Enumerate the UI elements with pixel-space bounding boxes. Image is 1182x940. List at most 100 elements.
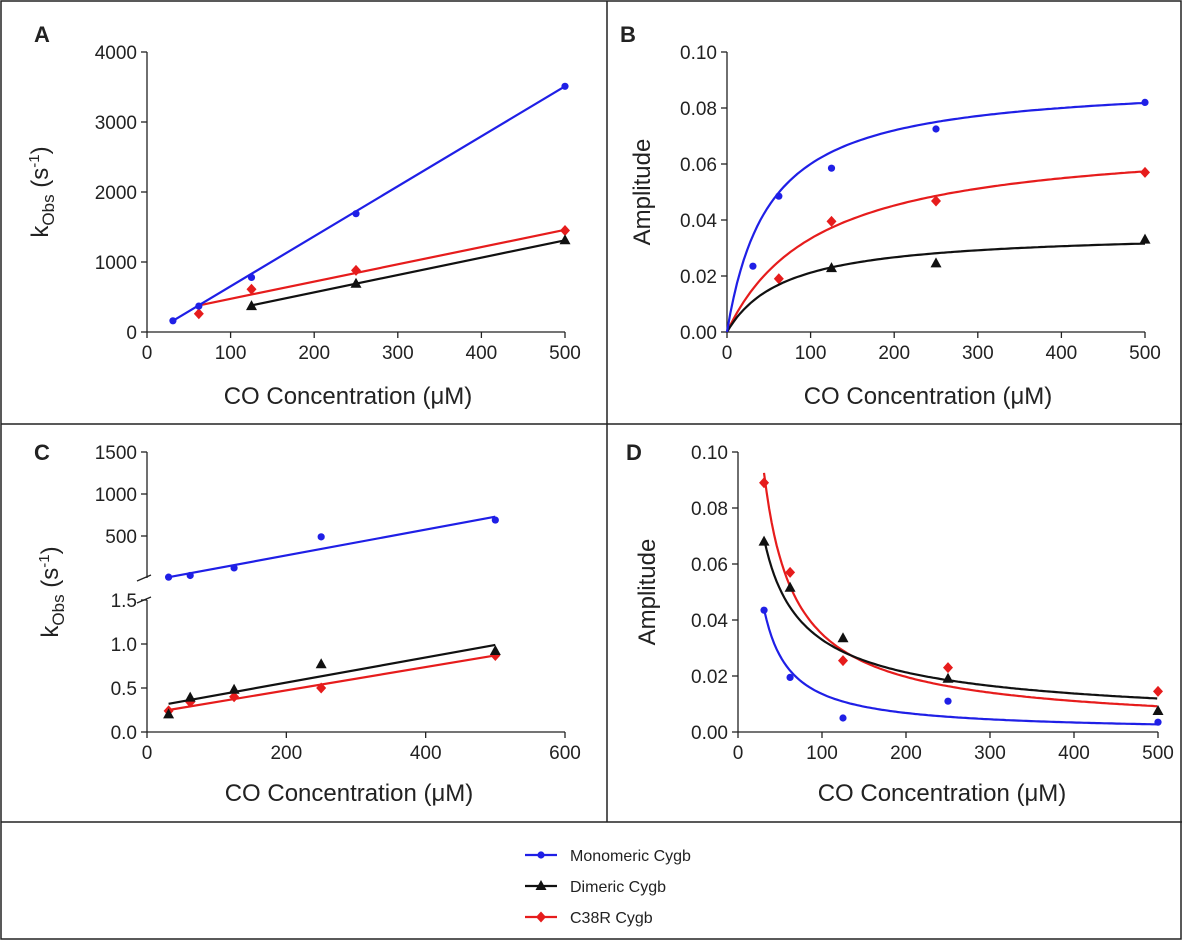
data-point: [195, 302, 203, 310]
data-point: [932, 125, 940, 133]
data-point: [246, 283, 257, 295]
y-tick-label: 0.5: [111, 679, 137, 700]
data-point: [315, 658, 327, 669]
data-point: [229, 691, 240, 703]
fit-line: [762, 538, 1158, 700]
fit-line: [762, 608, 1158, 726]
data-point: [186, 571, 194, 580]
data-point: [193, 308, 204, 320]
y-tick-label: 3000: [95, 113, 137, 134]
fit-line: [725, 101, 1146, 333]
data-point: [491, 516, 499, 524]
data-point: [184, 691, 196, 702]
data-point: [785, 566, 796, 578]
fit-line: [762, 472, 1158, 708]
panel-c: C 0 200 400 600 0.0 0.5 1.0 1.5 500 1000 1500 CO Con…: [34, 440, 581, 807]
data-point: [316, 682, 327, 694]
data-point: [786, 673, 794, 682]
series-dimeric-cygb: [758, 535, 1164, 715]
fit-line: [198, 228, 566, 307]
y-tick-label: 0.06: [691, 555, 728, 576]
x-tick-label: 0: [722, 343, 733, 364]
legend: Monomeric Cygb Dimeric Cygb C38R Cygb: [525, 848, 691, 927]
data-point: [839, 714, 847, 722]
panel-label: A: [34, 22, 50, 47]
series-dimeric-cygb: [246, 234, 571, 311]
y-tick-label: 0.04: [680, 211, 717, 232]
data-point: [826, 262, 837, 273]
data-point: [943, 662, 953, 674]
data-point: [230, 564, 238, 572]
data-point: [775, 192, 783, 200]
x-tick-label: 0: [142, 743, 153, 764]
panel-label: B: [620, 22, 636, 47]
fit-line: [251, 239, 566, 307]
y-tick-label: 1000: [95, 485, 137, 506]
y-tick-label: 0.10: [680, 43, 717, 64]
x-tick-label: 400: [1046, 343, 1078, 364]
data-point: [1153, 685, 1163, 697]
x-tick-label: 500: [1142, 743, 1174, 764]
series-monomeric-cygb: [760, 606, 1162, 726]
data-point: [827, 164, 836, 172]
data-point: [837, 632, 849, 643]
y-tick-label: 1500: [95, 443, 137, 464]
x-tick-label: 400: [1058, 743, 1090, 764]
y-tick-label: 0.00: [680, 323, 717, 344]
data-point: [838, 655, 848, 667]
y-axis-label: kObs (s-1): [26, 146, 58, 237]
x-tick-label: 400: [466, 343, 498, 364]
series-c38r-cygb: [163, 649, 501, 717]
data-point: [1140, 166, 1150, 178]
x-tick-label: 100: [215, 343, 247, 364]
data-point: [749, 262, 757, 270]
axes: 0 100 200 300 400 500 0.00 0.02 0.04 0.06 0.08 0.10: [691, 443, 1174, 764]
data-point: [1139, 233, 1151, 244]
series-monomeric-cygb: [164, 515, 499, 581]
y-tick-label: 0.02: [691, 667, 728, 688]
x-tick-label: 0: [142, 343, 153, 364]
data-point: [163, 708, 175, 719]
x-tick-label: 400: [410, 743, 442, 764]
fit-line: [726, 242, 1146, 333]
data-point: [1141, 98, 1149, 106]
y-tick-label: 0.02: [680, 267, 717, 288]
data-point: [352, 210, 360, 218]
series-dimeric-cygb: [726, 233, 1151, 333]
data-point: [942, 672, 954, 683]
x-tick-label: 200: [890, 743, 922, 764]
fit-line: [726, 170, 1146, 333]
data-point: [944, 697, 952, 705]
panel-b: B 0 100 200 300 400 500 0.00 0.02 0.04 0.06 0.08 0.1…: [620, 22, 1161, 410]
data-point: [560, 225, 570, 236]
data-point: [317, 533, 325, 541]
data-point: [1154, 718, 1162, 726]
panel-a: A 0 100 200 300 400 500 0 1000 2000 3000 4000 CO Con…: [26, 22, 581, 410]
data-point: [773, 273, 784, 285]
fit-line: [168, 515, 496, 579]
axes: 0 100 200 300 400 500 0.00 0.02 0.04 0.06 0.08 0.10: [680, 43, 1161, 364]
y-tick-label: 0.0: [111, 723, 137, 744]
y-tick-label: 0.04: [691, 611, 728, 632]
x-tick-label: 100: [806, 743, 838, 764]
x-tick-label: 200: [878, 343, 910, 364]
panel-label: C: [34, 440, 50, 465]
series-c38r-cygb: [726, 166, 1150, 333]
y-tick-label: 2000: [95, 183, 137, 204]
data-point: [559, 234, 571, 245]
x-tick-label: 300: [962, 343, 994, 364]
data-point: [351, 264, 361, 276]
data-point: [350, 277, 362, 288]
fit-line: [172, 85, 566, 322]
x-axis-label: CO Concentration (μM): [224, 383, 473, 410]
y-axis-label: Amplitude: [629, 139, 656, 246]
data-point: [759, 477, 770, 489]
y-tick-label: 0.00: [691, 723, 728, 744]
data-point: [784, 581, 796, 592]
x-tick-label: 200: [270, 743, 302, 764]
data-point: [931, 195, 941, 207]
x-tick-label: 0: [733, 743, 744, 764]
legend-marker: [537, 851, 545, 859]
